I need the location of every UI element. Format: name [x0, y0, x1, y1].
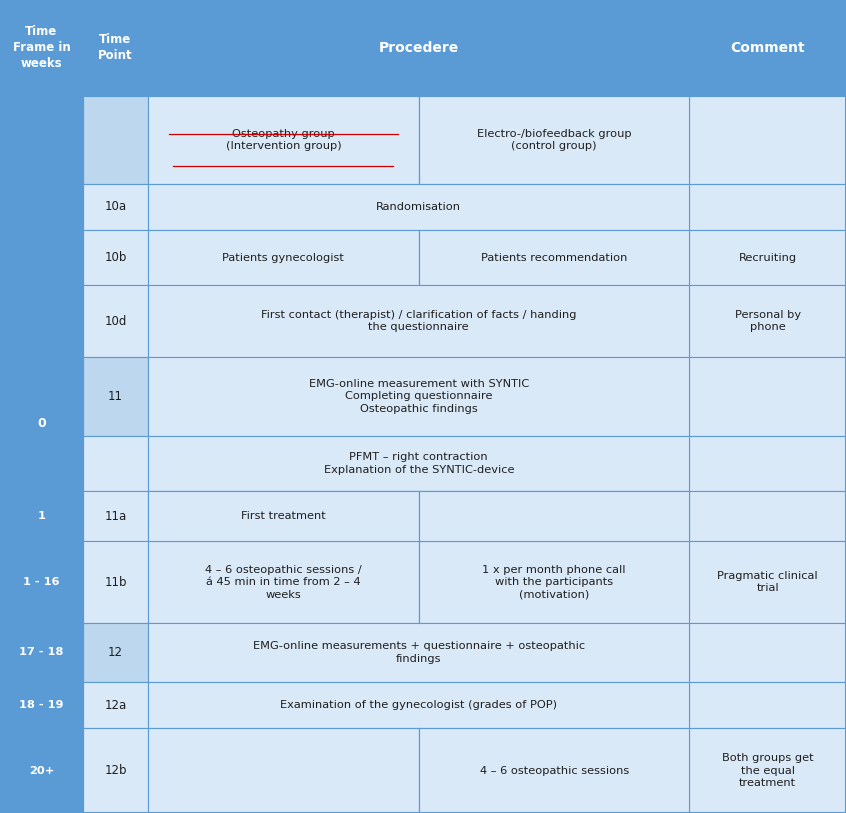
Bar — [148, 491, 689, 541]
Text: 1 - 16: 1 - 16 — [23, 577, 60, 587]
Bar — [148, 541, 419, 623]
Bar — [689, 436, 846, 491]
Bar — [83, 357, 148, 436]
Bar — [148, 491, 419, 541]
Bar — [148, 184, 689, 230]
Bar — [148, 0, 689, 96]
Text: Electro-/biofeedback group
(control group): Electro-/biofeedback group (control grou… — [477, 128, 631, 151]
Bar — [689, 541, 846, 623]
Bar — [0, 623, 83, 682]
Bar — [83, 184, 148, 230]
Text: 10d: 10d — [104, 315, 127, 328]
Bar — [689, 285, 846, 357]
Text: First treatment: First treatment — [241, 511, 326, 521]
Text: Recruiting: Recruiting — [739, 253, 797, 263]
Bar — [83, 436, 148, 491]
Text: Time
Frame in
weeks: Time Frame in weeks — [13, 25, 70, 71]
Bar — [0, 728, 83, 813]
Bar — [83, 285, 148, 357]
Bar — [83, 96, 148, 184]
Text: Randomisation: Randomisation — [376, 202, 461, 212]
Text: Personal by
phone: Personal by phone — [734, 310, 801, 333]
Bar — [83, 0, 148, 96]
Bar — [689, 96, 846, 184]
Bar — [419, 728, 689, 813]
Bar — [83, 491, 148, 541]
Text: Time
Point: Time Point — [98, 33, 133, 63]
Bar — [148, 682, 689, 728]
Text: 12b: 12b — [104, 764, 127, 777]
Text: 0: 0 — [37, 418, 46, 430]
Bar — [419, 230, 689, 285]
Text: 11: 11 — [108, 390, 123, 402]
Bar — [83, 541, 148, 623]
Bar — [148, 96, 419, 184]
Text: 12: 12 — [108, 646, 123, 659]
Bar — [83, 230, 148, 285]
Bar — [0, 491, 83, 541]
Text: 4 – 6 osteopathic sessions /
á 45 min in time from 2 – 4
weeks: 4 – 6 osteopathic sessions / á 45 min in… — [205, 565, 362, 599]
Bar — [148, 436, 689, 491]
Text: 17 - 18: 17 - 18 — [19, 647, 63, 658]
Bar — [689, 230, 846, 285]
Text: Both groups get
the equal
treatment: Both groups get the equal treatment — [722, 754, 814, 788]
Text: 10b: 10b — [104, 251, 127, 264]
Bar — [83, 623, 148, 682]
Text: Procedere: Procedere — [379, 41, 459, 55]
Bar — [0, 541, 83, 623]
Text: Comment: Comment — [730, 41, 805, 55]
Bar — [0, 96, 83, 357]
Bar — [419, 96, 689, 184]
Text: 20+: 20+ — [29, 766, 54, 776]
Text: Examination of the gynecologist (grades of POP): Examination of the gynecologist (grades … — [280, 700, 558, 711]
Bar — [689, 184, 846, 230]
Text: Patients recommendation: Patients recommendation — [481, 253, 628, 263]
Text: PFMT – right contraction
Explanation of the SYNTIC-device: PFMT – right contraction Explanation of … — [323, 452, 514, 475]
Text: First contact (therapist) / clarification of facts / handing
the questionnaire: First contact (therapist) / clarificatio… — [261, 310, 576, 333]
Text: Patients gynecologist: Patients gynecologist — [222, 253, 344, 263]
Text: EMG-online measurement with SYNTIC
Completing questionnaire
Osteopathic findings: EMG-online measurement with SYNTIC Compl… — [309, 379, 529, 414]
Bar — [689, 0, 846, 96]
Text: EMG-online measurements + questionnaire + osteopathic
findings: EMG-online measurements + questionnaire … — [253, 641, 585, 663]
Bar — [419, 541, 689, 623]
Text: 1 x per month phone call
with the participants
(motivation): 1 x per month phone call with the partic… — [482, 565, 626, 599]
Text: 4 – 6 osteopathic sessions: 4 – 6 osteopathic sessions — [480, 766, 629, 776]
Text: 11a: 11a — [104, 510, 127, 523]
Text: 10a: 10a — [104, 201, 127, 213]
Bar — [148, 623, 689, 682]
Bar — [689, 491, 846, 541]
Bar — [419, 491, 689, 541]
Text: 11b: 11b — [104, 576, 127, 589]
Bar — [0, 682, 83, 728]
Text: 1: 1 — [37, 511, 46, 521]
Bar — [689, 728, 846, 813]
Bar — [689, 623, 846, 682]
Bar — [689, 682, 846, 728]
Text: 18 - 19: 18 - 19 — [19, 700, 63, 711]
Bar — [0, 357, 83, 491]
Text: Pragmatic clinical
trial: Pragmatic clinical trial — [717, 571, 818, 593]
Bar — [83, 682, 148, 728]
Bar — [0, 0, 83, 96]
Bar — [83, 728, 148, 813]
Bar — [148, 285, 689, 357]
Text: First treatment: First treatment — [376, 511, 461, 521]
Bar — [148, 357, 689, 436]
Bar — [689, 357, 846, 436]
Text: Osteopathy group
(Intervention group): Osteopathy group (Intervention group) — [226, 128, 341, 151]
Bar — [148, 728, 419, 813]
Bar — [148, 230, 419, 285]
Text: 12a: 12a — [104, 699, 127, 711]
